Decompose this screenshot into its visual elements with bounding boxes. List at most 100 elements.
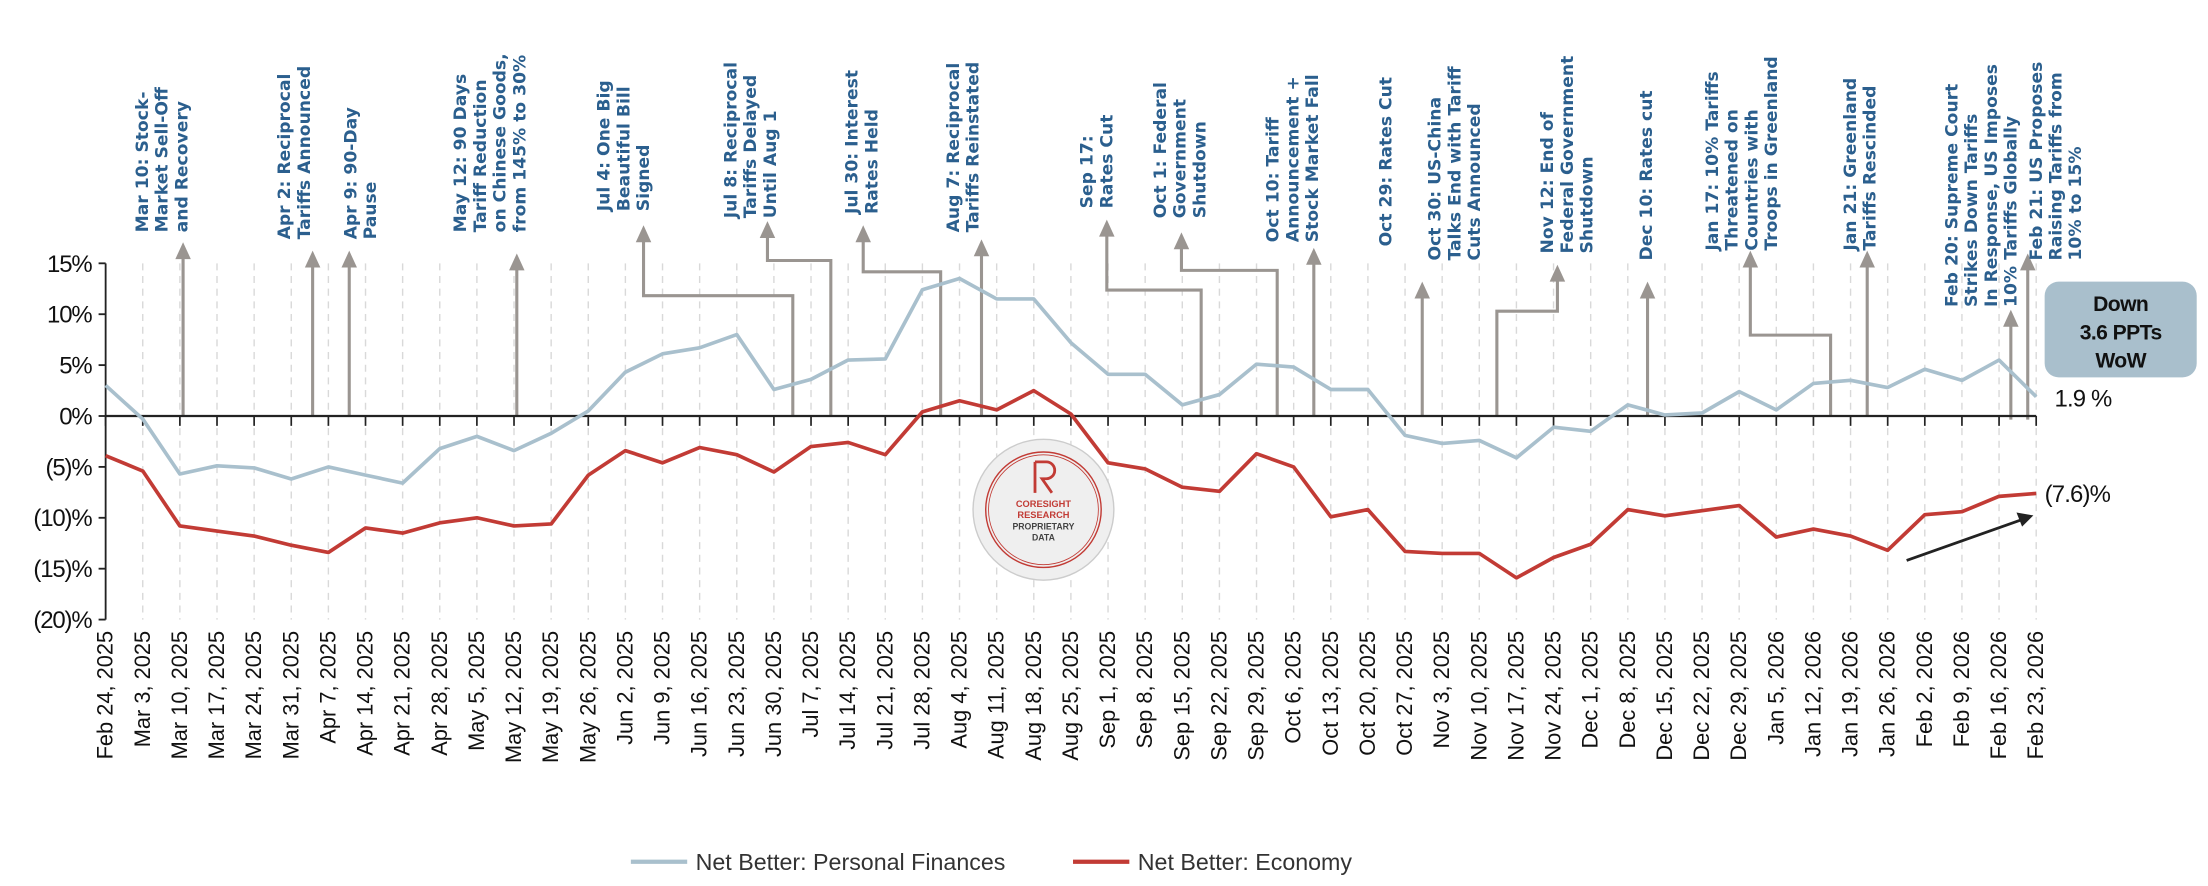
x-tick-label: Aug 4, 2025: [947, 631, 972, 749]
x-tick-label: Aug 18, 2025: [1021, 631, 1046, 761]
y-tick-label: 10%: [47, 302, 92, 329]
watermark-text: CORESIGHT: [1016, 499, 1072, 509]
annotation-arrow: [1748, 264, 1833, 417]
annotation-label: Talks End with Tariff: [1445, 65, 1465, 260]
callouts: Down 3.6 PPTs WoW 1.9 % (7.6)%: [1906, 281, 2197, 562]
x-tick-label: May 19, 2025: [538, 631, 563, 763]
annotation-label: Jan 17: 10% Tariffs: [1703, 71, 1723, 251]
annotation-arrow: [641, 239, 795, 417]
x-tick-label: Apr 21, 2025: [390, 631, 415, 756]
x-tick-label: Mar 10, 2025: [167, 631, 192, 760]
annotation-label: 10% Tariffs Globally: [2001, 116, 2021, 307]
x-tick-label: Aug 25, 2025: [1058, 631, 1083, 761]
x-tick-label: Oct 6, 2025: [1281, 631, 1306, 744]
x-tick-label: Feb 24, 2025: [93, 631, 118, 760]
annotation-label: Sep 17:: [1078, 135, 1098, 208]
y-tick-label: (5)%: [46, 454, 93, 481]
legend-label-economy: Net Better: Economy: [1138, 849, 1353, 875]
watermark-ring: [988, 454, 1099, 566]
annotations: Mar 10: Stock- Market Sell-Off and Recover…: [133, 53, 2086, 307]
annotation-label: Oct 30: US-China: [1426, 97, 1446, 261]
x-tick-label: Dec 15, 2025: [1652, 631, 1677, 761]
x-tick-label: Dec 8, 2025: [1615, 631, 1640, 749]
annotation-label: Threatened on: [1723, 109, 1743, 251]
annotation-label: Feb 20: Supreme Court: [1942, 84, 1962, 307]
x-tick-label: Jan 19, 2026: [1838, 631, 1863, 757]
x-tick-label: Jun 16, 2025: [687, 631, 712, 757]
annotation-label: Until Aug 1: [761, 110, 781, 218]
annotation-label: Stock Market Fall: [1303, 74, 1323, 242]
annotation-label: Jul 4: One Big: [595, 80, 615, 212]
annotation-label: Tariffs Rescinded: [1861, 86, 1881, 251]
annotation-label: Announcement +: [1283, 76, 1303, 242]
arrow-head-icon: [1173, 232, 1190, 250]
annotation-label: Mar 10: Stock-: [133, 91, 153, 232]
x-tick-label: Jul 21, 2025: [872, 631, 897, 750]
annotation-label: Signed: [634, 145, 654, 212]
annotation-label: Beautiful Bill: [614, 86, 634, 211]
annotation-label: on Chinese Goods,: [491, 53, 511, 232]
legend: Net Better: Personal Finances Net Better…: [630, 849, 1353, 875]
x-tick-label: Feb 16, 2026: [1986, 631, 2011, 760]
annotation-label: Rates Cut: [1097, 115, 1117, 209]
annotation-label: Tariffs Announced: [295, 66, 315, 240]
annotation-label: Troops in Greenland: [1762, 56, 1782, 250]
arrow-head-icon: [1859, 250, 1875, 268]
y-tick-label: (15)%: [33, 556, 92, 583]
arrow-head-icon: [304, 250, 321, 268]
callout-text: WoW: [2095, 350, 2146, 373]
watermark-text: DATA: [1032, 533, 1056, 543]
watermark-r-icon: [1033, 460, 1057, 494]
x-tick-label: Mar 17, 2025: [204, 631, 229, 760]
end-label-personal: 1.9 %: [2054, 386, 2112, 413]
annotation-label: Nov 12: End of: [1538, 111, 1558, 253]
y-tick-label: (20)%: [33, 607, 92, 634]
trend-arrow: [1906, 518, 2023, 562]
annotation-arrow: [1495, 278, 1559, 417]
annotation-arrows: [175, 219, 2036, 420]
annotation-label: Apr 2: Reciprocal: [275, 74, 295, 240]
annotation-label: Countries with: [1742, 109, 1762, 250]
watermark-text: RESEARCH: [1017, 510, 1069, 520]
x-tick-label: Aug 11, 2025: [984, 631, 1009, 759]
x-tick-label: Jan 26, 2026: [1875, 631, 1900, 757]
annotation-label: Oct 29: Rates Cut: [1376, 77, 1396, 246]
arrow-head-icon: [1414, 281, 1430, 299]
annotation-arrow: [765, 235, 833, 417]
y-tick-label: 5%: [59, 353, 92, 380]
annotation-label: Cuts Announced: [1465, 103, 1485, 260]
x-tick-label: Dec 22, 2025: [1689, 631, 1714, 761]
annotation-label: Government: [1171, 99, 1191, 218]
arrow-head-icon: [973, 239, 990, 257]
arrow-head-icon: [2019, 253, 2036, 271]
x-tick-label: May 26, 2025: [575, 631, 600, 763]
annotation-label: Feb 21: US Proposes: [2027, 62, 2047, 261]
watermark-circle: [972, 438, 1115, 581]
annotation-arrow: [1105, 233, 1203, 417]
arrow-head-icon: [1639, 281, 1656, 299]
annotation-label: Tariff Reduction: [471, 79, 491, 232]
x-tick-label: Sep 29, 2025: [1244, 631, 1269, 761]
x-tick-label: Feb 2, 2026: [1912, 631, 1937, 747]
x-tick-label: Oct 20, 2025: [1355, 631, 1380, 756]
annotation-label: Apr 9: 90-Day: [341, 107, 361, 239]
x-tick-label: Apr 7, 2025: [315, 631, 340, 744]
legend-label-personal: Net Better: Personal Finances: [696, 849, 1006, 875]
watermark-ring: [985, 451, 1102, 569]
watermark-text: PROPRIETARY: [1012, 521, 1074, 531]
x-tick-label: Nov 3, 2025: [1429, 631, 1454, 749]
arrow-head-icon: [1549, 264, 1566, 282]
x-tick-label: Jun 2, 2025: [612, 631, 637, 745]
x-tick-label: Sep 15, 2025: [1169, 631, 1194, 761]
annotation-label: Aug 7: Reciprocal: [944, 63, 964, 233]
annotation-label: 10% to 15%: [2066, 146, 2086, 260]
callout-text: 3.6 PPTs: [2080, 321, 2162, 344]
annotation-label: from 145% to 30%: [510, 55, 530, 233]
x-tick-label: Jun 30, 2025: [761, 631, 786, 757]
end-label-economy: (7.6)%: [2045, 481, 2111, 508]
x-tick-label: Jan 12, 2026: [1800, 631, 1825, 757]
annotation-label: May 12: 90 Days: [451, 74, 471, 233]
annotation-label: Jul 8: Reciprocal: [721, 62, 741, 219]
y-tick-label: (10)%: [33, 505, 92, 532]
x-tick-label: Mar 3, 2025: [130, 631, 155, 747]
